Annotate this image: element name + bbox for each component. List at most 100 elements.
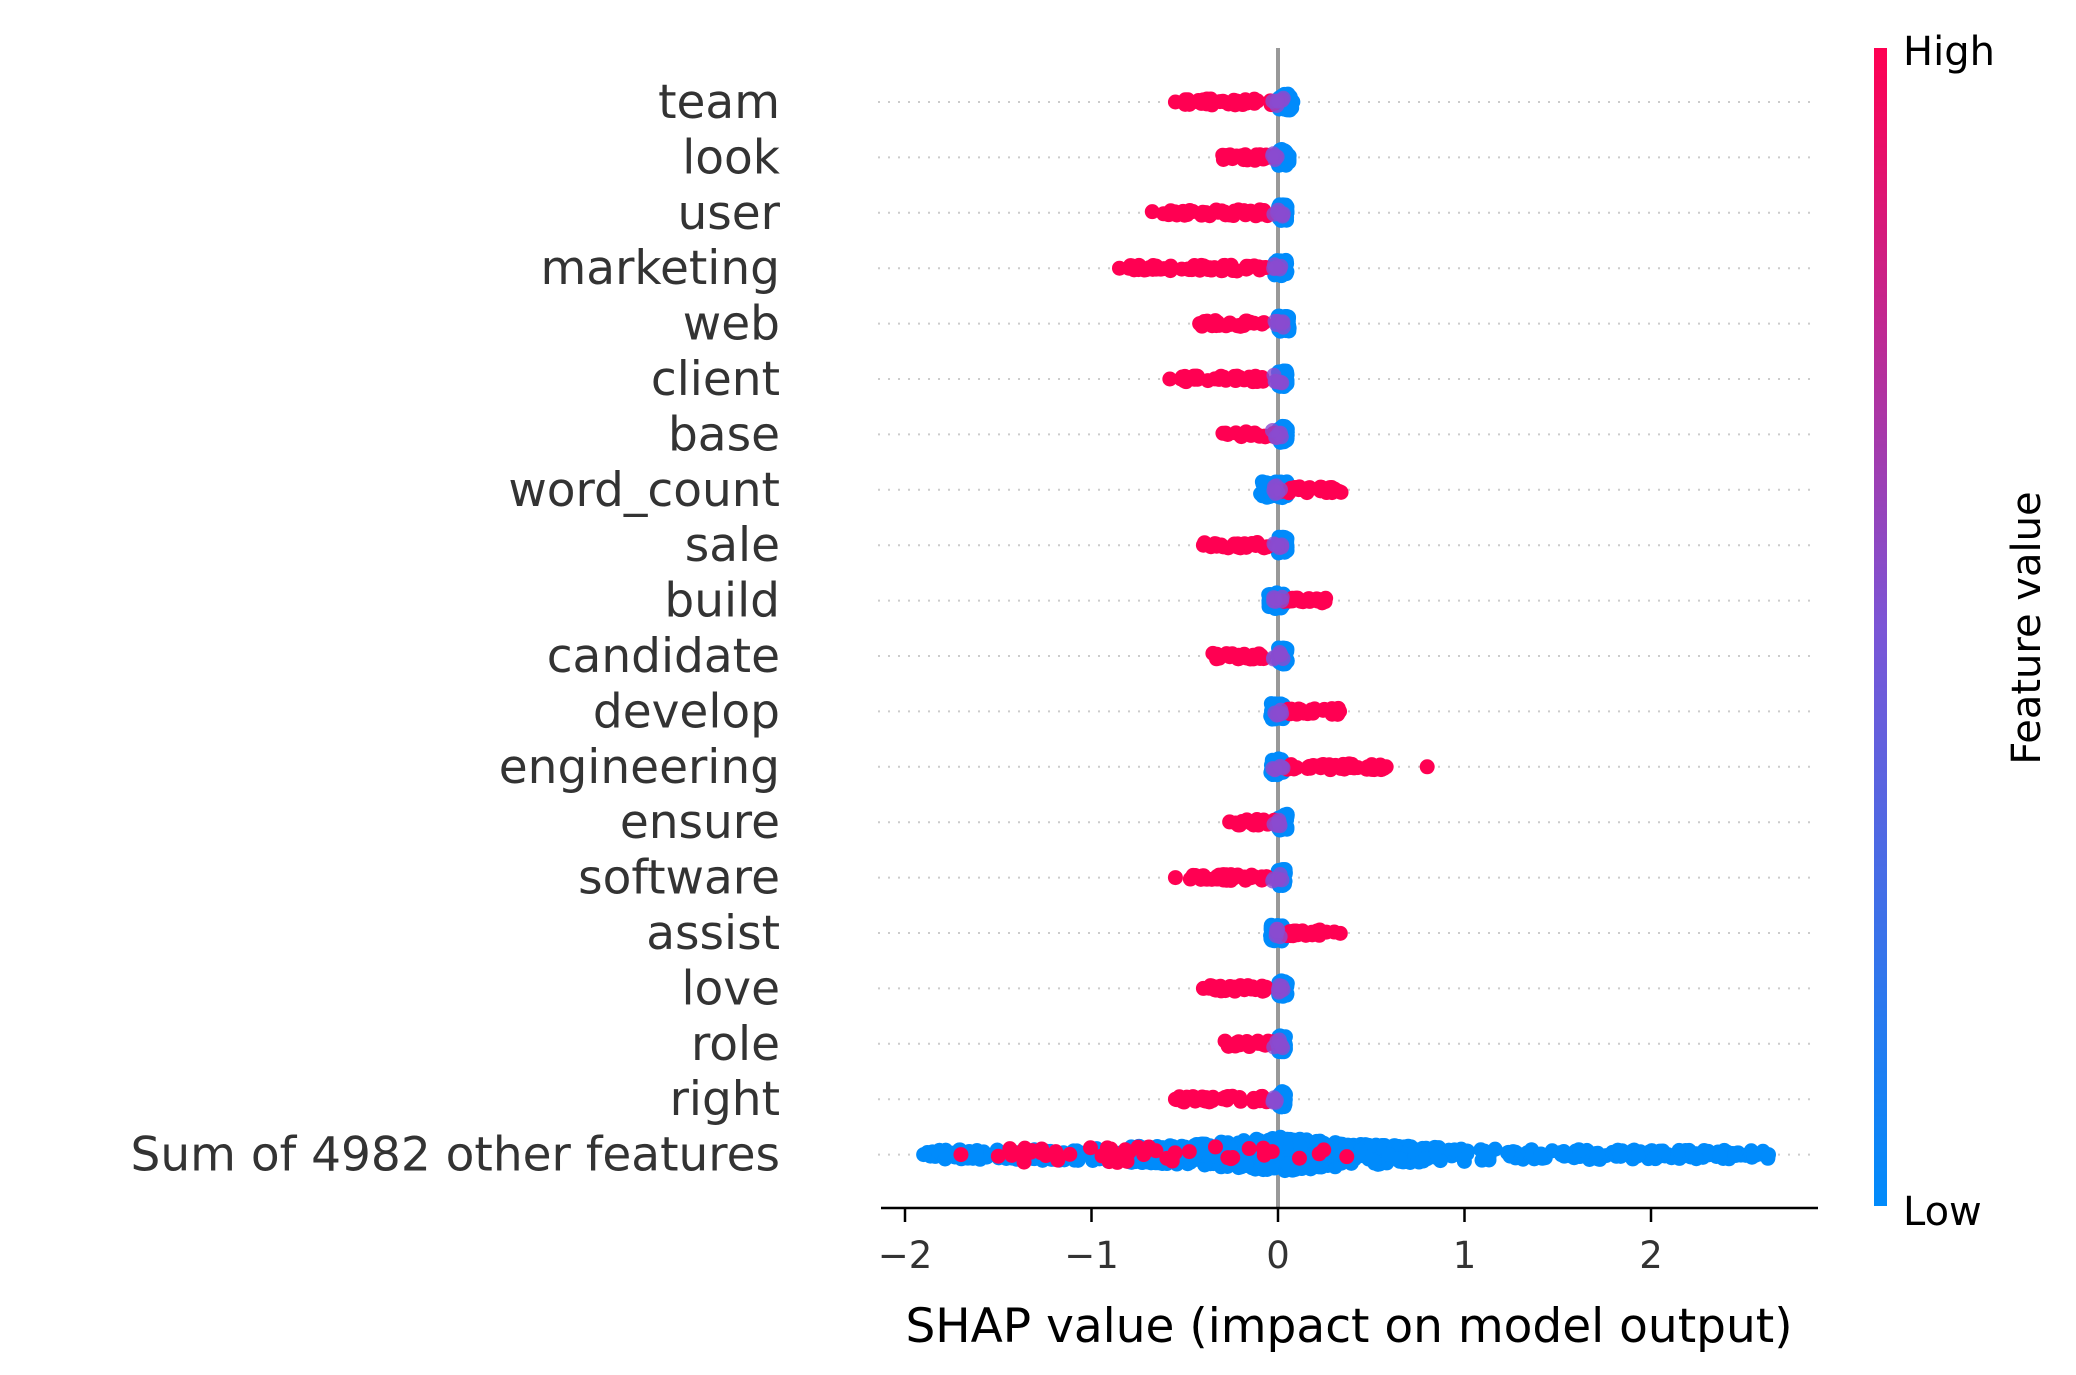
shap-point-high [1228,93,1244,109]
shap-point-high [1184,262,1200,278]
shap-point-high [1299,485,1315,501]
colorbar-high-label: High [1903,29,1995,75]
shap-point-mid [1265,1094,1281,1110]
shap-point-low [1500,1145,1516,1161]
shap-point-high [1207,371,1223,387]
feature-label: web [683,297,780,352]
shap-point-high [1212,94,1228,110]
shap-point-high [1211,867,1227,883]
feature-label: base [668,407,780,462]
feature-label: candidate [547,629,780,684]
shap-point-high [1209,646,1225,662]
shap-point-low [968,1147,984,1163]
shap-point-high [1241,1141,1257,1157]
shap-point-high [1224,1088,1240,1104]
shap-point-low [1655,1143,1671,1159]
shap-point-high [1332,703,1348,719]
shap-point-low [1281,148,1297,164]
shap-point-high [1220,426,1236,442]
shap-point-high [1190,371,1206,387]
shap-point-high [1194,1089,1210,1105]
shap-point-high [1226,870,1242,886]
feature-label: look [682,130,781,185]
shap-point-high [1050,1152,1066,1168]
shap-point-high [1378,759,1394,775]
shap-point-high [1146,258,1162,274]
shap-point-high [1332,925,1348,941]
shap-point-high [1341,756,1357,772]
shap-point-mid [1273,1038,1289,1054]
feature-label: marketing [541,241,780,296]
feature-label: software [578,851,780,906]
shap-point-high [1217,204,1233,220]
shap-point-high [1173,371,1189,387]
feature-label: develop [593,684,780,739]
shap-point-low [938,1147,954,1163]
shap-point-high [1233,649,1249,665]
shap-point-high [1121,1144,1137,1160]
shap-point-mid [1269,707,1285,723]
shap-point-high [1195,871,1211,887]
shap-point-high [1082,1140,1098,1156]
x-axis-ticks: −2 −1 0 1 2 [878,1208,1663,1277]
shap-point-mid [1275,208,1291,224]
feature-label: assist [646,906,780,961]
x-tick-label: −2 [878,1234,933,1277]
feature-label: word_count [508,463,780,518]
shap-point-high [1300,591,1316,607]
x-tick-label: 1 [1453,1234,1477,1277]
shap-point-high [1419,759,1435,775]
shap-point-high [1247,368,1263,384]
shap-point-high [1256,1147,1272,1163]
shap-point-high [1318,759,1334,775]
shap-point-mid [1269,923,1285,939]
shap-point-high [953,1147,969,1163]
shap-point-high [1167,870,1183,886]
shap-points [916,86,1776,1179]
shap-point-high [1144,204,1160,220]
shap-point-high [1311,927,1327,943]
shap-point-mid [1274,315,1290,331]
feature-label: team [658,75,780,130]
shap-point-high [1224,151,1240,167]
shap-point-low [1459,1146,1475,1162]
shap-point-high [1136,1147,1152,1163]
shap-point-high [1220,1150,1236,1166]
shap-point-low [1727,1147,1743,1163]
shap-point-high [1167,1091,1183,1107]
shap-point-high [1206,260,1222,276]
shap-point-low [1338,1138,1354,1154]
shap-point-high [1163,258,1179,274]
x-tick-label: −1 [1064,1234,1119,1277]
shap-point-high [1220,1038,1236,1054]
shap-point-low [916,1147,932,1163]
shap-point-mid [1267,260,1283,276]
feature-label: sale [685,518,780,573]
shap-point-low [1476,1148,1492,1164]
shap-point-low [1557,1146,1573,1162]
feature-label: right [670,1072,780,1127]
shap-point-high [1294,925,1310,941]
shap-point-low [1671,1142,1687,1158]
shap-point-low [1760,1147,1776,1163]
shap-point-high [1248,537,1264,553]
shap-point-low [1630,1148,1646,1164]
colorbar-low-label: Low [1903,1189,1982,1235]
shap-point-high [1167,94,1183,110]
feature-row-guides [878,101,1815,1156]
shap-point-low [1292,1139,1308,1155]
shap-point-mid [1274,872,1290,888]
shap-point-high [1228,815,1244,831]
shap-point-mid [1267,537,1283,553]
shap-point-low [1544,1143,1560,1159]
shap-point-high [1192,316,1208,332]
feature-label: love [681,961,780,1016]
shap-point-high [1121,260,1137,276]
shap-point-low [1688,1151,1704,1167]
shap-point-high [1210,979,1226,995]
shap-point-high [1254,872,1270,888]
shap-point-high [1195,537,1211,553]
shap-point-high [1291,1150,1307,1166]
shap-point-low [1381,1147,1397,1163]
shap-point-high [1230,538,1246,554]
